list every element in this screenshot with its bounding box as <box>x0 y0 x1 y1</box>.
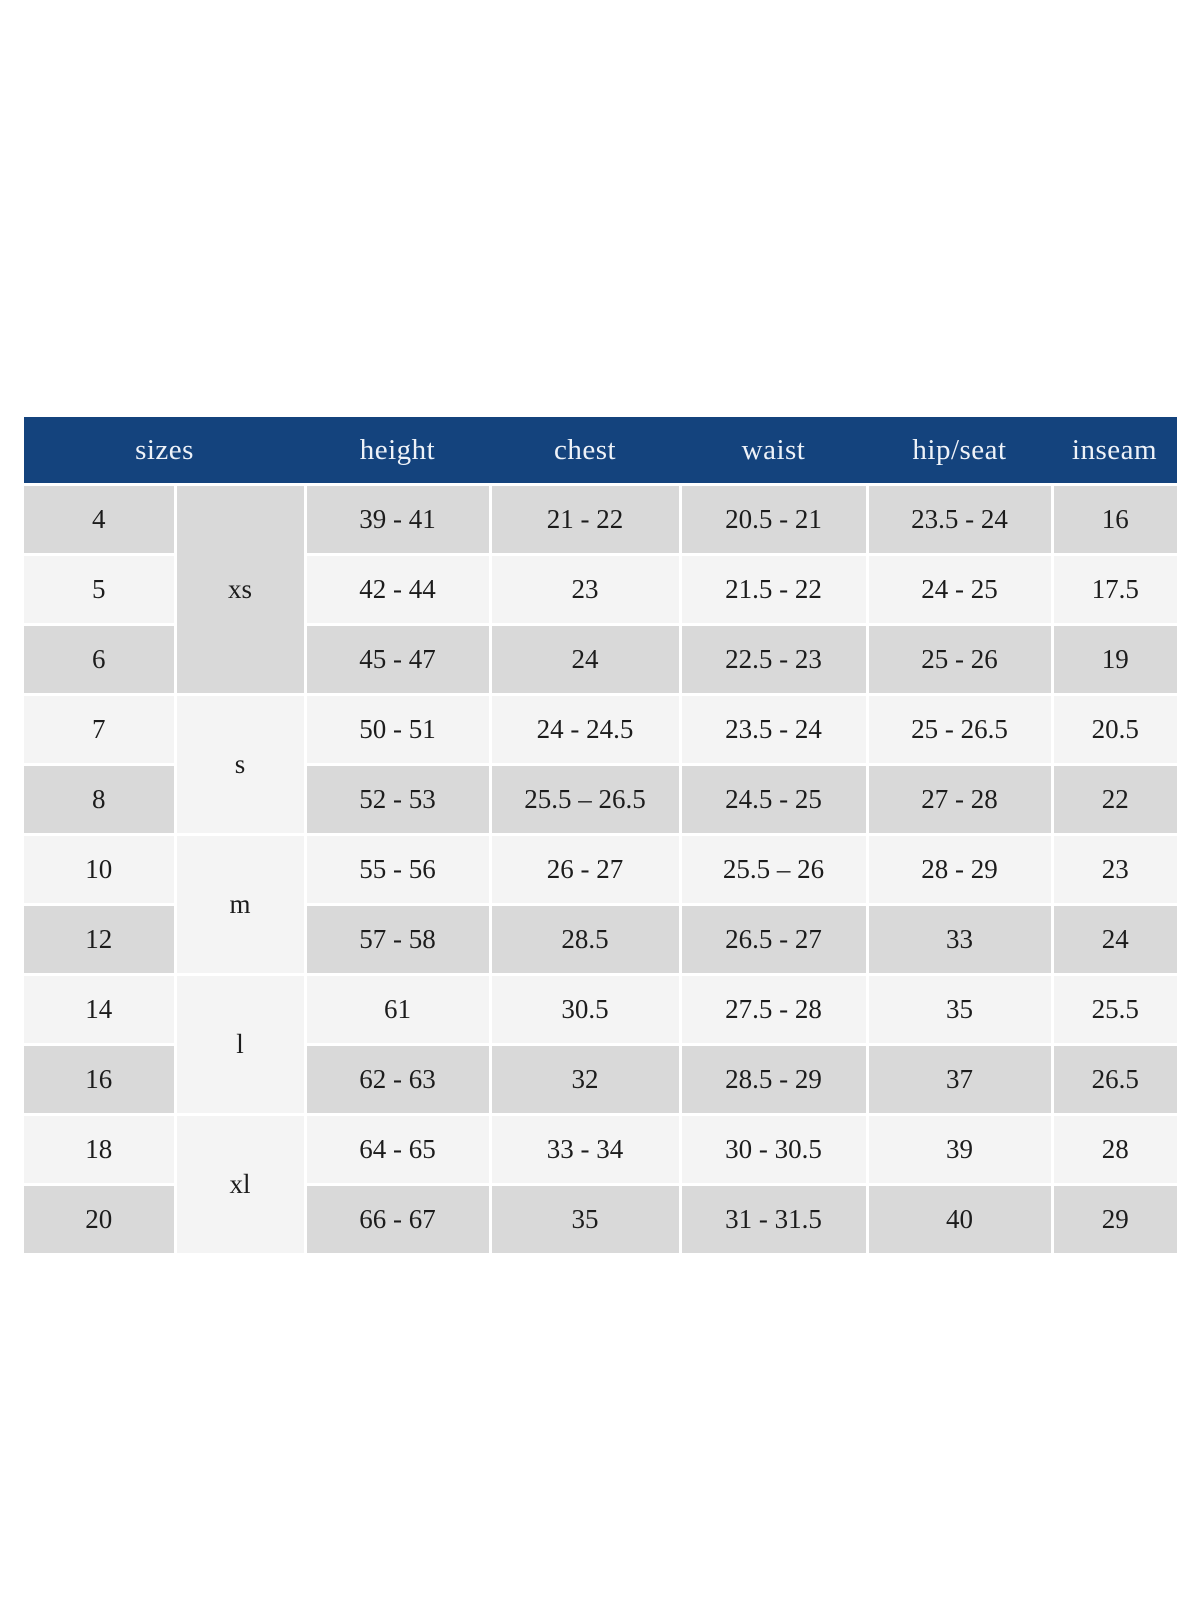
table-row-size-10: 10 m 55 - 56 26 - 27 25.5 – 26 28 - 29 2… <box>24 833 1177 975</box>
chest-cell: 21 - 22 <box>488 483 680 555</box>
chest-cell: 23 <box>488 553 680 625</box>
group-cell-xs: xs <box>173 483 305 695</box>
height-cell: 55 - 56 <box>303 833 490 905</box>
height-cell: 64 - 65 <box>303 1113 490 1185</box>
height-cell: 57 - 58 <box>303 903 490 975</box>
chest-cell: 33 - 34 <box>488 1113 680 1185</box>
group-cell-s: s <box>173 693 305 835</box>
hip-seat-cell: 25 - 26 <box>865 623 1052 695</box>
waist-cell: 31 - 31.5 <box>678 1183 867 1253</box>
table-row-size-5: 5 42 - 44 23 21.5 - 22 24 - 25 17.5 <box>24 553 1177 625</box>
chest-cell: 35 <box>488 1183 680 1253</box>
hip-seat-cell: 25 - 26.5 <box>865 693 1052 765</box>
waist-cell: 23.5 - 24 <box>678 693 867 765</box>
hip-seat-cell: 35 <box>865 973 1052 1045</box>
header-cell-sizes: sizes <box>24 417 305 485</box>
height-cell: 66 - 67 <box>303 1183 490 1253</box>
table-row-size-7: 7 s 50 - 51 24 - 24.5 23.5 - 24 25 - 26.… <box>24 693 1177 835</box>
group-cell-l: l <box>173 973 305 1115</box>
waist-cell: 26.5 - 27 <box>678 903 867 975</box>
height-cell: 39 - 41 <box>303 483 490 555</box>
height-cell: 61 <box>303 973 490 1045</box>
header-cell-waist: waist <box>680 417 867 485</box>
chest-cell: 28.5 <box>488 903 680 975</box>
inseam-cell: 16 <box>1050 483 1177 555</box>
hip-seat-cell: 39 <box>865 1113 1052 1185</box>
chest-cell: 30.5 <box>488 973 680 1045</box>
size-cell: 12 <box>24 903 175 975</box>
table-row-size-16: 16 62 - 63 32 28.5 - 29 37 26.5 <box>24 1043 1177 1115</box>
hip-seat-cell: 28 - 29 <box>865 833 1052 905</box>
size-cell: 5 <box>24 553 175 625</box>
inseam-cell: 29 <box>1050 1183 1177 1253</box>
inseam-cell: 28 <box>1050 1113 1177 1185</box>
waist-cell: 30 - 30.5 <box>678 1113 867 1185</box>
hip-seat-cell: 27 - 28 <box>865 763 1052 835</box>
size-cell: 4 <box>24 483 175 555</box>
waist-cell: 21.5 - 22 <box>678 553 867 625</box>
group-cell-xl: xl <box>173 1113 305 1253</box>
size-cell: 6 <box>24 623 175 695</box>
inseam-cell: 20.5 <box>1050 693 1177 765</box>
header-cell-inseam: inseam <box>1052 417 1177 485</box>
table-row-size-20: 20 66 - 67 35 31 - 31.5 40 29 <box>24 1183 1177 1253</box>
height-cell: 45 - 47 <box>303 623 490 695</box>
hip-seat-cell: 23.5 - 24 <box>865 483 1052 555</box>
height-cell: 42 - 44 <box>303 553 490 625</box>
table-row-size-12: 12 57 - 58 28.5 26.5 - 27 33 24 <box>24 903 1177 975</box>
waist-cell: 25.5 – 26 <box>678 833 867 905</box>
size-cell: 18 <box>24 1113 175 1185</box>
chest-cell: 24 - 24.5 <box>488 693 680 765</box>
table-row-size-8: 8 52 - 53 25.5 – 26.5 24.5 - 25 27 - 28 … <box>24 763 1177 835</box>
height-cell: 52 - 53 <box>303 763 490 835</box>
inseam-cell: 17.5 <box>1050 553 1177 625</box>
inseam-cell: 22 <box>1050 763 1177 835</box>
hip-seat-cell: 33 <box>865 903 1052 975</box>
size-cell: 16 <box>24 1043 175 1115</box>
size-cell: 7 <box>24 693 175 765</box>
height-cell: 50 - 51 <box>303 693 490 765</box>
hip-seat-cell: 24 - 25 <box>865 553 1052 625</box>
inseam-cell: 25.5 <box>1050 973 1177 1045</box>
header-cell-height: height <box>305 417 490 485</box>
table-row-size-14: 14 l 61 30.5 27.5 - 28 35 25.5 <box>24 973 1177 1115</box>
waist-cell: 27.5 - 28 <box>678 973 867 1045</box>
waist-cell: 28.5 - 29 <box>678 1043 867 1115</box>
header-cell-chest: chest <box>490 417 680 485</box>
header-row: sizes height chest waist hip/seat inseam <box>24 417 1177 485</box>
table-row-size-18: 18 xl 64 - 65 33 - 34 30 - 30.5 39 28 <box>24 1113 1177 1253</box>
header-cell-hip-seat: hip/seat <box>867 417 1052 485</box>
inseam-cell: 24 <box>1050 903 1177 975</box>
table-row-size-6: 6 45 - 47 24 22.5 - 23 25 - 26 19 <box>24 623 1177 695</box>
waist-cell: 20.5 - 21 <box>678 483 867 555</box>
hip-seat-cell: 40 <box>865 1183 1052 1253</box>
size-cell: 8 <box>24 763 175 835</box>
waist-cell: 22.5 - 23 <box>678 623 867 695</box>
size-chart-table: sizes height chest waist hip/seat inseam… <box>24 417 1177 1253</box>
size-cell: 20 <box>24 1183 175 1253</box>
inseam-cell: 19 <box>1050 623 1177 695</box>
height-cell: 62 - 63 <box>303 1043 490 1115</box>
inseam-cell: 23 <box>1050 833 1177 905</box>
chest-cell: 25.5 – 26.5 <box>488 763 680 835</box>
waist-cell: 24.5 - 25 <box>678 763 867 835</box>
size-cell: 14 <box>24 973 175 1045</box>
chest-cell: 26 - 27 <box>488 833 680 905</box>
table-row-size-4: 4 xs 39 - 41 21 - 22 20.5 - 21 23.5 - 24… <box>24 483 1177 695</box>
chest-cell: 24 <box>488 623 680 695</box>
inseam-cell: 26.5 <box>1050 1043 1177 1115</box>
group-cell-m: m <box>173 833 305 975</box>
hip-seat-cell: 37 <box>865 1043 1052 1115</box>
size-cell: 10 <box>24 833 175 905</box>
chest-cell: 32 <box>488 1043 680 1115</box>
